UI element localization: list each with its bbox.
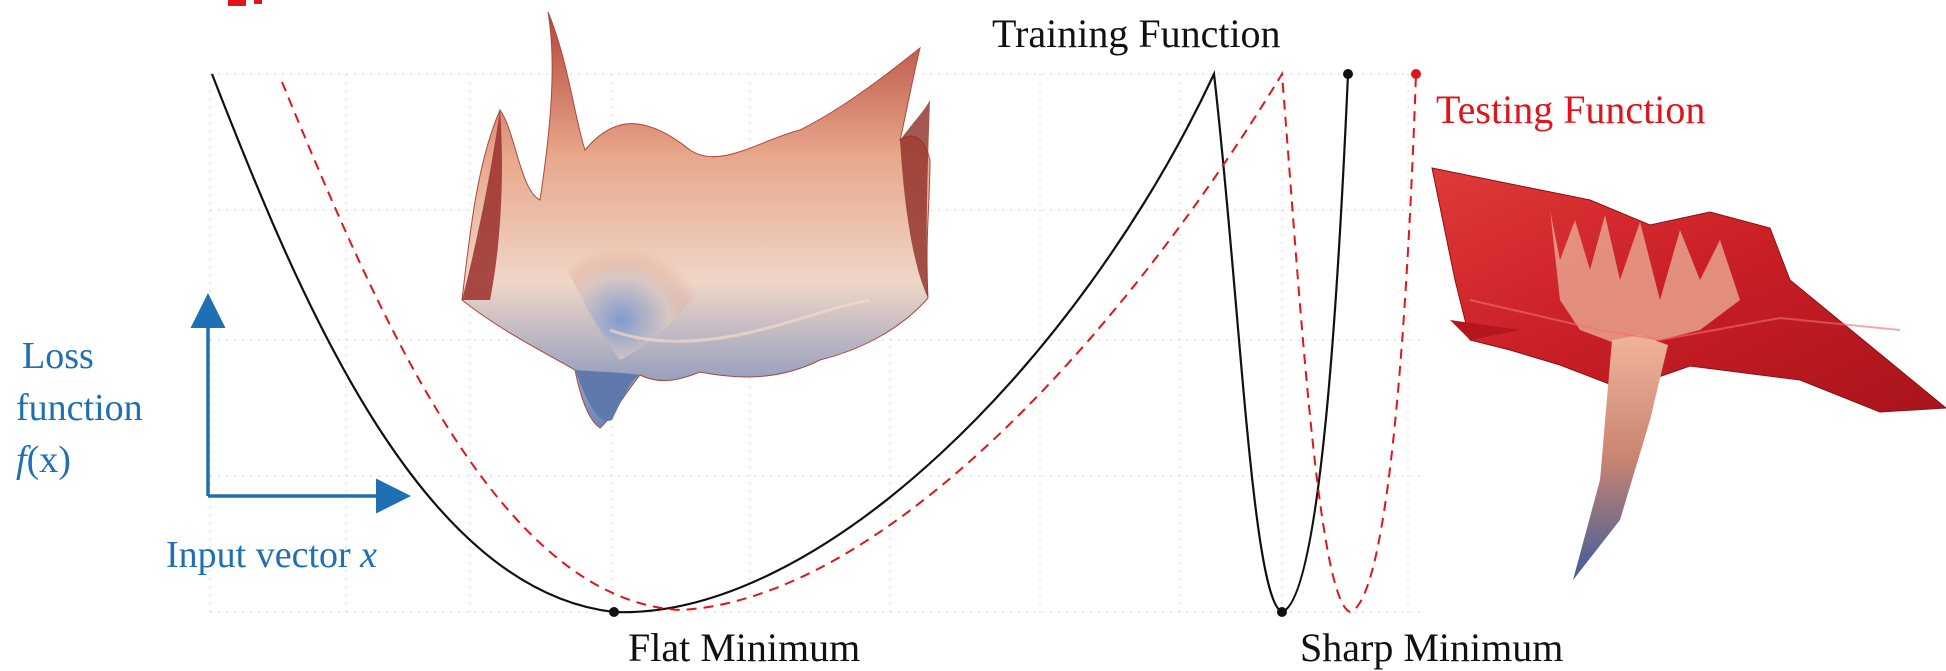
y-axis-label-arg: (x)	[26, 439, 71, 481]
flat-minimum-label: Flat Minimum	[628, 625, 861, 670]
sharp-minimum-marker	[1277, 607, 1287, 617]
y-axis-label-func: f	[16, 439, 27, 481]
sharp-minimum-label: Sharp Minimum	[1300, 625, 1564, 670]
testing-function-curve	[281, 70, 1417, 614]
training-function-curve	[210, 70, 1350, 614]
testing-curve-endpoint	[1411, 69, 1421, 79]
x-axis-label-var: x	[360, 534, 378, 576]
x-axis-label-text: Input vector	[166, 534, 361, 576]
flat-loss-surface-icon	[461, 11, 931, 429]
y-axis-label-line1: Loss	[22, 335, 94, 377]
flat-minimum-marker	[609, 607, 619, 617]
training-curve-endpoint	[1343, 69, 1353, 79]
y-axis-label-line3: f(x)	[16, 434, 143, 486]
y-axis-label-line2: function	[16, 387, 143, 429]
cropped-title-fragment	[228, 0, 262, 6]
sharp-loss-surface-icon	[1431, 167, 1946, 580]
training-function-label: Training Function	[992, 11, 1281, 56]
testing-function-label: Testing Function	[1436, 87, 1706, 132]
y-axis-label: Loss function f(x)	[16, 330, 143, 486]
x-axis-label: Input vector x	[166, 536, 377, 574]
